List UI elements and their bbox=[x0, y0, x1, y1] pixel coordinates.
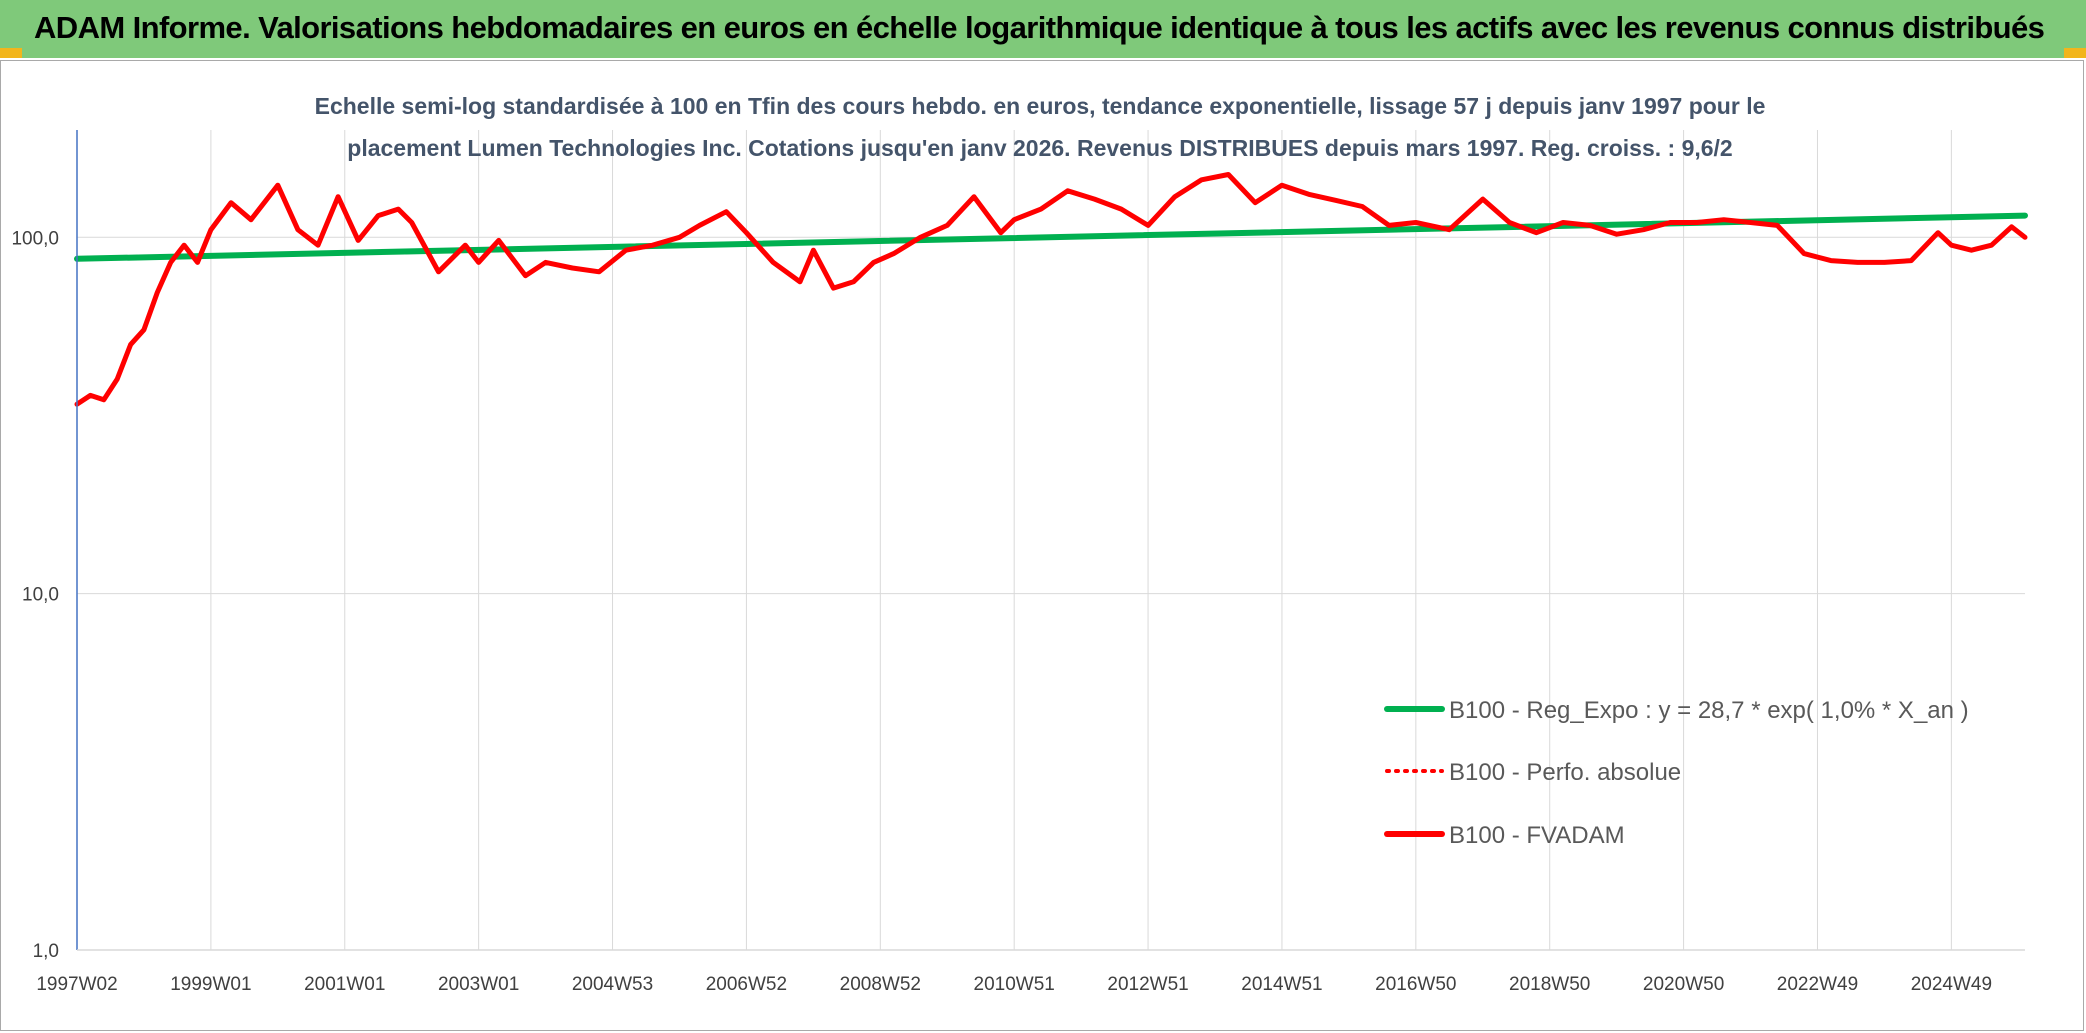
corner-marker-right bbox=[2064, 48, 2086, 58]
chart-frame bbox=[0, 60, 2084, 1031]
x-tick-label: 1999W01 bbox=[170, 974, 251, 995]
chart-title-line: Echelle semi-log standardisée à 100 en T… bbox=[315, 93, 1766, 119]
fvadam-line bbox=[74, 172, 2028, 407]
legend-label: B100 - Reg_Expo : y = 28,7 * exp( 1,0% *… bbox=[1449, 697, 1969, 724]
legend-label: B100 - Perfo. absolue bbox=[1449, 759, 1681, 786]
x-tick-label: 2012W51 bbox=[1107, 974, 1188, 995]
chart-title: Echelle semi-log standardisée à 100 en T… bbox=[315, 93, 1766, 161]
corner-marker-left bbox=[0, 48, 22, 58]
x-tick-label: 2014W51 bbox=[1241, 974, 1322, 995]
legend-label: B100 - FVADAM bbox=[1449, 822, 1625, 849]
series-layer bbox=[74, 172, 2028, 407]
report-header: ADAM Informe. Valorisations hebdomadaire… bbox=[0, 0, 2086, 58]
chart-title-line: placement Lumen Technologies Inc. Cotati… bbox=[347, 135, 1732, 161]
axis-layer: 1997W02 1999W01 2001W01 2003W01 2004W53 2006W… bbox=[11, 130, 2025, 995]
x-tick-label: 2003W01 bbox=[438, 974, 519, 995]
x-tick-label: 2010W51 bbox=[974, 974, 1055, 995]
y-tick-label: 1,0 bbox=[33, 941, 59, 962]
x-tick-label: 2004W53 bbox=[572, 974, 653, 995]
x-tick-label: 2018W50 bbox=[1509, 974, 1590, 995]
x-tick-label: 2022W49 bbox=[1777, 974, 1858, 995]
x-tick-label: 2020W50 bbox=[1643, 974, 1724, 995]
x-tick-label: 2006W52 bbox=[706, 974, 787, 995]
x-tick-label: 1997W02 bbox=[36, 974, 117, 995]
y-tick-label: 100,0 bbox=[11, 228, 59, 249]
x-tick-label: 2024W49 bbox=[1911, 974, 1992, 995]
x-tick-label: 2001W01 bbox=[304, 974, 385, 995]
y-tick-label: 10,0 bbox=[22, 585, 59, 606]
x-tick-label: 2016W50 bbox=[1375, 974, 1456, 995]
x-tick-label: 2008W52 bbox=[840, 974, 921, 995]
legend: B100 - Reg_Expo : y = 28,7 * exp( 1,0% *… bbox=[1384, 697, 1969, 849]
report-title: ADAM Informe. Valorisations hebdomadaire… bbox=[34, 10, 2045, 45]
